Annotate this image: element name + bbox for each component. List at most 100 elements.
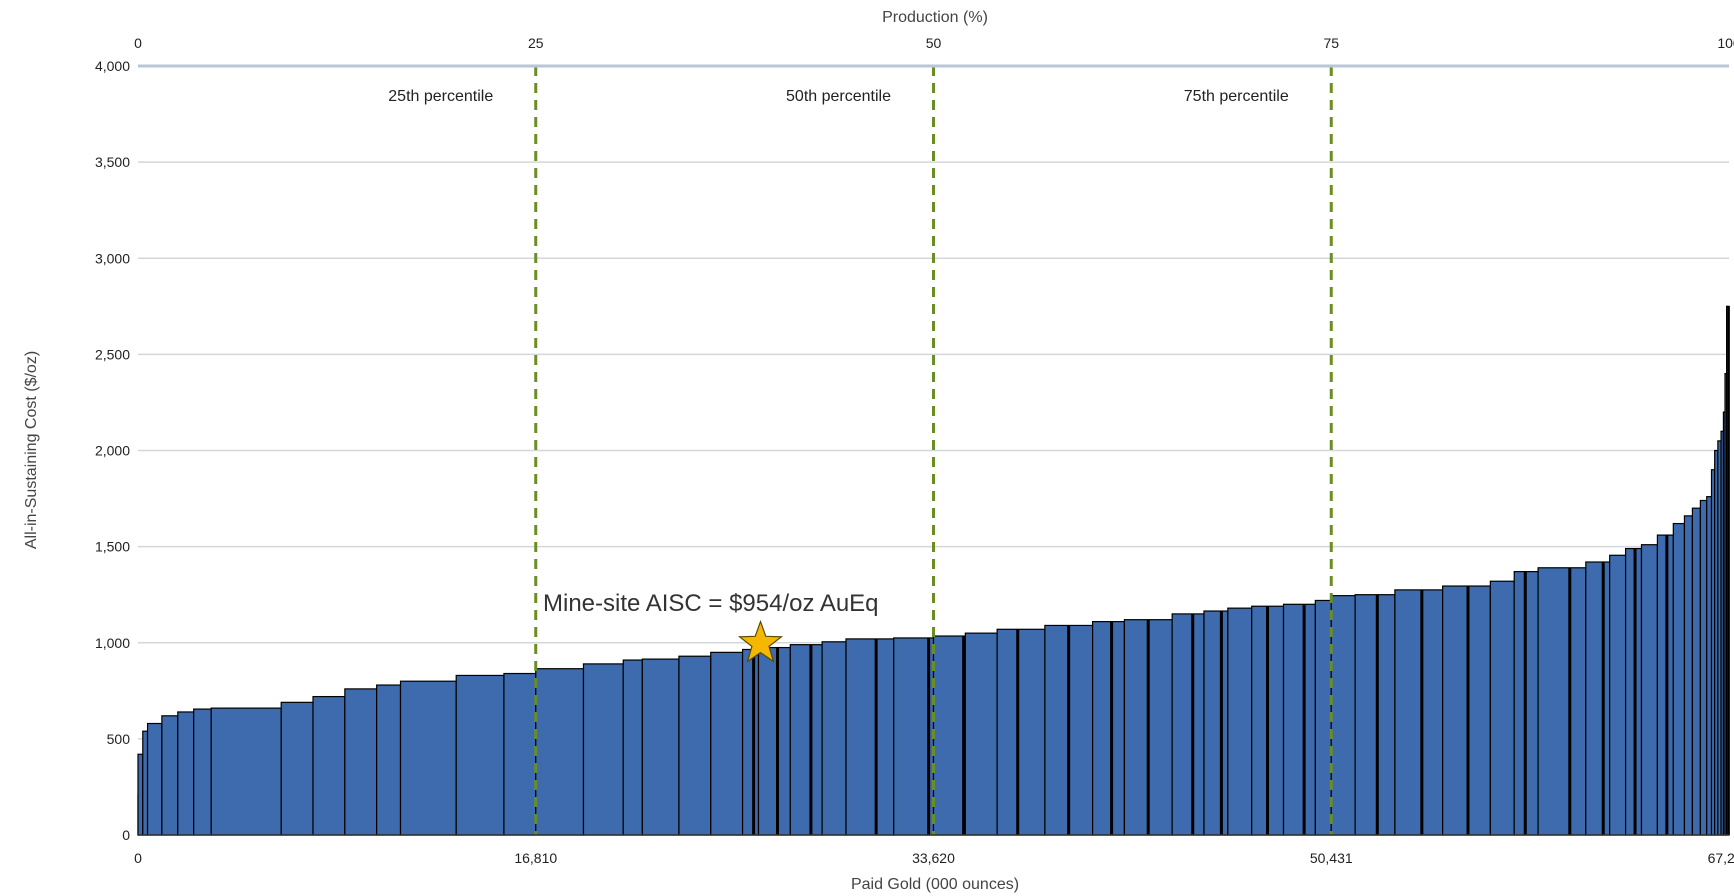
cost-bar (161, 715, 179, 836)
cost-bar (1394, 589, 1444, 836)
cost-bar (1375, 594, 1379, 835)
cost-bar (1683, 515, 1694, 836)
cost-bar (752, 649, 756, 835)
cost-bar (142, 730, 149, 836)
x-tick-label: 0 (134, 850, 142, 866)
cost-bar (1537, 567, 1587, 836)
cost-bar (1420, 589, 1424, 835)
axes: 05001,0001,5002,0002,5003,0003,5004,0000… (95, 35, 1734, 866)
cost-bar (1330, 595, 1356, 836)
cost-bar (809, 644, 813, 835)
cost-bar (932, 635, 966, 836)
cost-bar (1633, 548, 1637, 835)
cost-bar (1727, 305, 1730, 836)
cost-bar (1672, 522, 1686, 836)
cost-bar (1314, 599, 1332, 836)
y-tick-label: 3,000 (95, 250, 130, 266)
cost-bar (177, 711, 195, 836)
cost-bar (1585, 561, 1611, 836)
cost-bar (1568, 567, 1572, 835)
x-tick-label: 50,431 (1310, 850, 1353, 866)
cost-bar (741, 648, 760, 836)
cost-bar (280, 701, 314, 836)
y-tick-label: 4,000 (95, 58, 130, 74)
cost-bar (582, 663, 624, 836)
top-axis-title: Production (%) (882, 9, 988, 26)
cost-bar (962, 636, 966, 835)
cost-bar (1609, 554, 1627, 836)
cost-bar (1091, 621, 1126, 836)
cost-bar (1489, 580, 1515, 836)
percentile-label: 25th percentile (388, 88, 493, 105)
x-tick-label: 33,620 (912, 850, 955, 866)
cost-bar (1354, 594, 1396, 836)
y-tick-label: 3,500 (95, 154, 130, 170)
x-tick-label: 16,810 (514, 850, 557, 866)
cost-bar (641, 658, 680, 836)
cost-bar (146, 722, 163, 836)
y-tick-label: 2,500 (95, 346, 130, 362)
cost-bar (775, 647, 779, 835)
y-tick-label: 1,000 (95, 635, 130, 651)
cost-bar (1227, 607, 1253, 836)
cost-bar (535, 668, 585, 836)
cost-bar (1699, 499, 1708, 836)
top-tick-label: 0 (134, 35, 142, 51)
cost-bar (622, 659, 643, 836)
top-tick-label: 25 (528, 35, 544, 51)
cost-bar (137, 753, 144, 836)
cost-bar (821, 641, 847, 836)
cost-bar (927, 637, 931, 835)
cost-bar (503, 672, 537, 836)
mine-site-aisc-callout: Mine-site AISC = $954/oz AuEq (543, 590, 879, 617)
cost-bar (1665, 535, 1669, 835)
cost-bar (1640, 544, 1659, 836)
x-tick-label: 67,241 (1708, 850, 1734, 866)
cost-bar (1067, 625, 1071, 835)
cost-bar (789, 644, 823, 836)
cost-bar (1110, 621, 1114, 835)
cost-bar (893, 637, 935, 836)
cost-bar (193, 708, 212, 836)
cost-bar (678, 655, 712, 836)
cost-bar (399, 680, 457, 836)
cost-bar (964, 632, 998, 836)
cost-bar (757, 646, 791, 836)
cost-bar (1691, 507, 1701, 836)
percentile-label: 75th percentile (1184, 88, 1289, 105)
percentile-lines: 25th percentile 50th percentile 75th perce… (388, 66, 1333, 835)
cost-bar (1523, 571, 1527, 835)
cost-bar (376, 684, 402, 836)
y-tick-label: 1,500 (95, 539, 130, 555)
star-icon (737, 619, 784, 663)
x-axis-title: Paid Gold (000 ounces) (851, 876, 1019, 893)
cost-bar (1191, 613, 1195, 835)
cost-bar (1302, 604, 1306, 835)
y-axis-title: All-in-Sustaining Cost ($/oz) (23, 351, 40, 549)
cost-bar (1266, 606, 1270, 835)
cost-bar (996, 628, 1046, 836)
y-tick-label: 2,000 (95, 443, 130, 459)
cost-bar (455, 674, 505, 836)
cost-bar (1219, 611, 1223, 835)
cost-bar (344, 688, 378, 836)
cost-bar (1146, 619, 1150, 835)
cost-bar (1706, 496, 1713, 836)
top-tick-label: 75 (1323, 35, 1339, 51)
cost-bar (710, 651, 744, 836)
percentile-label: 50th percentile (786, 88, 891, 105)
cost-bar (1171, 613, 1205, 836)
highlight-group: Mine-site AISC = $954/oz AuEq (543, 590, 879, 663)
cost-bar (845, 638, 895, 836)
cost-bar (874, 638, 878, 835)
cost-bar (1203, 610, 1229, 836)
cost-curve-bars (137, 305, 1730, 836)
cost-bar (1016, 629, 1020, 835)
top-tick-label: 50 (926, 35, 942, 51)
y-tick-label: 500 (107, 731, 131, 747)
cost-bar (210, 707, 282, 836)
y-tick-label: 0 (122, 827, 130, 843)
cost-bar (1282, 603, 1316, 836)
top-tick-label: 100 (1717, 35, 1734, 51)
